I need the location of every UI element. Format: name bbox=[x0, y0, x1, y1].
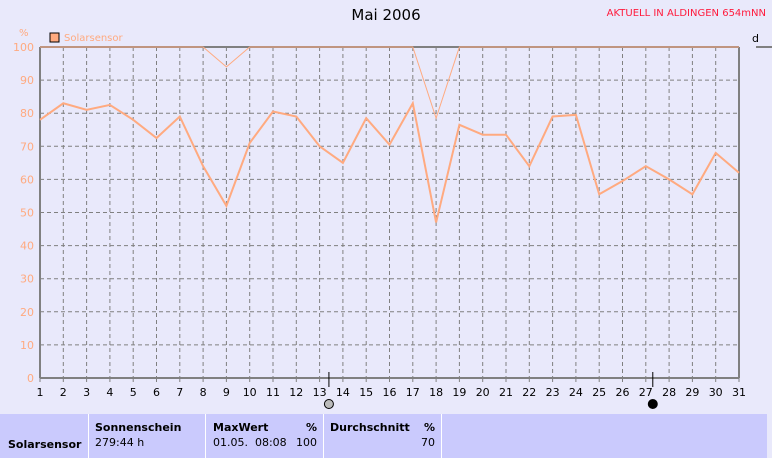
x-tick-label: 3 bbox=[83, 386, 90, 399]
x-tick-label: 6 bbox=[153, 386, 160, 399]
new-moon-icon bbox=[647, 399, 658, 409]
y-tick-label: 90 bbox=[20, 74, 34, 87]
x-tick-label: 31 bbox=[732, 386, 746, 399]
empty-cell bbox=[441, 414, 767, 458]
stats-table: Solarsensor Sonnenschein 279:44 h MaxWer… bbox=[0, 414, 772, 458]
x-tick-label: 15 bbox=[359, 386, 373, 399]
chart-title: Mai 2006 bbox=[351, 6, 421, 24]
y-axis-label: % bbox=[19, 28, 29, 39]
x-tick-label: 23 bbox=[546, 386, 560, 399]
x-tick-label: 22 bbox=[522, 386, 536, 399]
row-label-cell: Solarsensor bbox=[0, 414, 88, 458]
x-tick-label: 26 bbox=[616, 386, 630, 399]
sunshine-header: Sonnenschein bbox=[95, 421, 182, 434]
x-tick-label: 14 bbox=[336, 386, 350, 399]
full-moon-icon bbox=[323, 399, 334, 409]
x-tick-label: 5 bbox=[130, 386, 137, 399]
x-tick-label: 20 bbox=[476, 386, 490, 399]
legend-swatch bbox=[49, 32, 60, 43]
x-tick-label: 4 bbox=[106, 386, 113, 399]
legend-label[interactable]: Solarsensor bbox=[64, 33, 124, 44]
x-tick-label: 19 bbox=[452, 386, 466, 399]
x-tick-label: 25 bbox=[592, 386, 606, 399]
sunshine-cell: Sonnenschein 279:44 h bbox=[88, 414, 205, 458]
x-tick-label: 28 bbox=[662, 386, 676, 399]
y-tick-label: 20 bbox=[20, 306, 34, 319]
y-tick-label: 60 bbox=[20, 173, 34, 186]
x-tick-label: 18 bbox=[429, 386, 443, 399]
x-tick-label: 1 bbox=[37, 386, 44, 399]
x-tick-label: 12 bbox=[289, 386, 303, 399]
x-tick-label: 24 bbox=[569, 386, 583, 399]
x-tick-label: 10 bbox=[243, 386, 257, 399]
row-label: Solarsensor bbox=[8, 438, 82, 451]
x-tick-label: 29 bbox=[685, 386, 699, 399]
station-subtitle: AKTUELL IN ALDINGEN 654mNN bbox=[606, 8, 766, 19]
y-tick-label: 40 bbox=[20, 240, 34, 253]
sunshine-value: 279:44 h bbox=[95, 436, 145, 449]
x-tick-label: 8 bbox=[200, 386, 207, 399]
x-tick-label: 16 bbox=[383, 386, 397, 399]
max-unit: % bbox=[305, 421, 317, 434]
avg-value: 70 bbox=[421, 436, 435, 449]
max-value: 100 bbox=[296, 436, 317, 449]
right-panel-label: d bbox=[752, 32, 759, 45]
x-tick-label: 27 bbox=[639, 386, 653, 399]
y-tick-label: 70 bbox=[20, 140, 34, 153]
x-tick-label: 30 bbox=[709, 386, 723, 399]
y-tick-label: 10 bbox=[20, 339, 34, 352]
x-tick-label: 13 bbox=[313, 386, 327, 399]
avg-unit: % bbox=[423, 421, 435, 434]
max-cell: MaxWert % 01.05. 08:08 100 bbox=[205, 414, 323, 458]
x-tick-label: 21 bbox=[499, 386, 513, 399]
y-tick-label: 0 bbox=[27, 372, 34, 385]
x-tick-label: 2 bbox=[60, 386, 67, 399]
avg-header: Durchschnitt bbox=[330, 421, 410, 434]
x-tick-label: 9 bbox=[223, 386, 230, 399]
x-tick-label: 7 bbox=[176, 386, 183, 399]
y-tick-label: 50 bbox=[20, 207, 34, 220]
y-tick-label: 100 bbox=[13, 41, 34, 54]
y-tick-label: 80 bbox=[20, 107, 34, 120]
max-header: MaxWert bbox=[213, 421, 269, 434]
x-tick-label: 17 bbox=[406, 386, 420, 399]
y-tick-label: 30 bbox=[20, 273, 34, 286]
x-tick-label: 11 bbox=[266, 386, 280, 399]
avg-cell: Durchschnitt % 70 bbox=[323, 414, 441, 458]
max-date: 01.05. 08:08 bbox=[213, 436, 287, 449]
